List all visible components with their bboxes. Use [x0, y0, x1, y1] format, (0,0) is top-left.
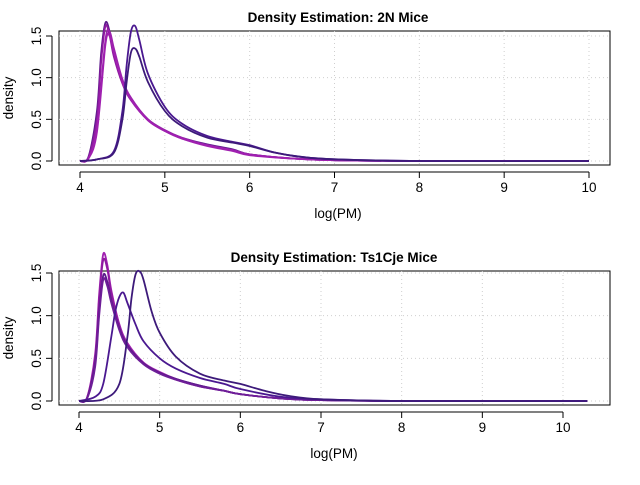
x-axis: 4 5 6 7 8 9 10: [75, 411, 571, 435]
panel-2n-mice: Density Estimation: 2N Mice 4 5 6 7 8 9 10 0.0…: [1, 10, 611, 221]
x-tick-label: 4: [75, 420, 83, 435]
y-tick-label: 1.0: [29, 306, 44, 325]
density-curve: [78, 257, 588, 403]
y-axis: 0.0 0.5 1.0 1.5: [29, 27, 53, 171]
x-tick-label: 7: [317, 420, 325, 435]
density-curve: [78, 277, 588, 403]
y-axis-label: density: [1, 76, 16, 119]
x-tick-label: 6: [246, 180, 254, 195]
x-tick-label: 7: [331, 180, 339, 195]
density-curve: [78, 291, 588, 403]
x-tick-label: 6: [237, 420, 245, 435]
y-tick-label: 0.0: [29, 152, 44, 171]
x-axis: 4 5 6 7 8 9 10: [76, 171, 597, 195]
x-tick-label: 4: [76, 180, 84, 195]
series-group: [78, 251, 588, 403]
density-curve: [78, 272, 588, 403]
density-curve: [78, 251, 588, 403]
x-tick-label: 8: [398, 420, 406, 435]
panel-ts1cje-mice: Density Estimation: Ts1Cje Mice 4 5 6 7 8 9 10…: [1, 250, 611, 461]
x-tick-label: 9: [500, 180, 508, 195]
y-tick-label: 0.5: [29, 349, 44, 368]
x-tick-label: 10: [581, 180, 596, 195]
density-curve: [78, 269, 588, 403]
y-tick-label: 1.5: [29, 264, 44, 283]
chart-title: Density Estimation: Ts1Cje Mice: [231, 250, 438, 265]
density-curve: [79, 47, 590, 163]
x-axis-label: log(PM): [310, 446, 357, 461]
plot-frame: [58, 270, 611, 406]
y-axis-label: density: [1, 316, 16, 359]
series-group: [79, 20, 590, 163]
density-curve: [79, 32, 590, 163]
chart-title: Density Estimation: 2N Mice: [248, 10, 429, 25]
x-tick-label: 8: [416, 180, 424, 195]
x-tick-label: 5: [156, 420, 164, 435]
x-tick-label: 9: [479, 420, 487, 435]
x-axis-label: log(PM): [314, 206, 361, 221]
y-tick-label: 1.0: [29, 68, 44, 87]
x-tick-label: 10: [555, 420, 570, 435]
y-tick-label: 0.5: [29, 110, 44, 129]
x-tick-label: 5: [161, 180, 169, 195]
y-tick-label: 1.5: [29, 27, 44, 46]
density-curve: [79, 24, 590, 163]
y-tick-label: 0.0: [29, 392, 44, 411]
y-axis: 0.0 0.5 1.0 1.5: [29, 264, 53, 411]
